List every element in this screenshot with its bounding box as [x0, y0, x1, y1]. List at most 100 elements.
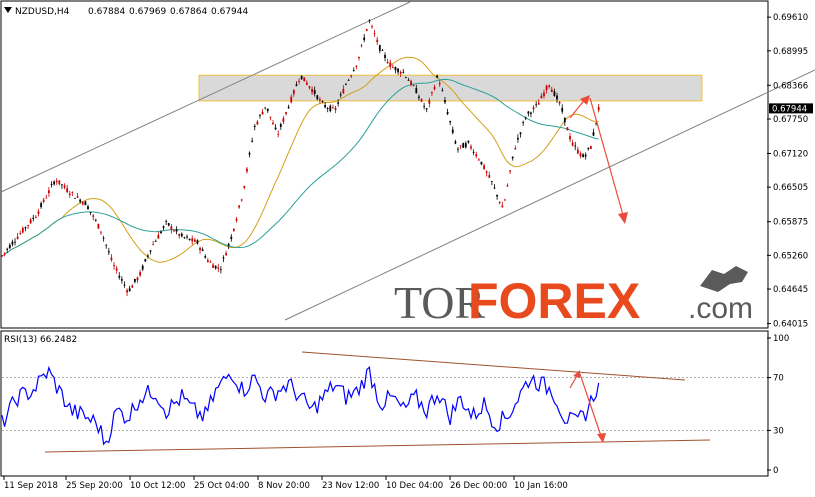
candle-body: [188, 238, 191, 241]
candle-body: [397, 68, 399, 73]
forecast-arrow-down: [589, 97, 624, 216]
candle-body: [490, 181, 493, 183]
candle-body: [574, 145, 577, 147]
candle-body: [170, 226, 173, 230]
candle-body: [373, 33, 376, 35]
candle-body: [321, 101, 324, 103]
candle-body: [16, 236, 19, 239]
candle-body: [32, 217, 35, 219]
candle-body: [42, 199, 45, 202]
ohlc-high: 0.67969: [129, 7, 166, 17]
candle-body: [14, 241, 16, 243]
time-tick-label: 25 Oct 04:00: [194, 481, 249, 491]
candle-body: [233, 228, 235, 231]
candle-body: [303, 77, 306, 82]
candle-body: [352, 70, 355, 72]
candle-body: [556, 95, 558, 100]
candle-body: [94, 219, 97, 221]
candle-body: [217, 267, 220, 269]
time-tick-label: 25 Sep 20:00: [66, 481, 123, 491]
candle-body: [295, 84, 298, 86]
candle-body: [381, 49, 384, 51]
rsi-forecast-arrows: [569, 370, 606, 443]
candle-body: [517, 137, 519, 140]
candle-body: [597, 107, 600, 111]
candle-body: [175, 229, 178, 232]
candle-body: [540, 95, 543, 99]
candle-body: [183, 237, 186, 239]
candle-body: [571, 142, 574, 146]
candle-body: [566, 127, 569, 131]
rsi-arrow-down: [579, 373, 602, 437]
candle-body: [488, 175, 491, 178]
time-axis: 11 Sep 2018 25 Sep 20:00 10 Oct 12:00 25 Oc…: [3, 476, 568, 491]
watermark-com: .com: [688, 292, 753, 325]
candle-body: [251, 140, 254, 142]
candle-body: [470, 146, 472, 149]
candle-body: [290, 96, 293, 103]
candle-body: [420, 99, 423, 102]
symbol-name: NZDUSD,H4: [15, 7, 70, 17]
candle-body: [532, 107, 535, 110]
candle-body: [332, 107, 334, 109]
rsi-arrowhead-down: [597, 433, 606, 443]
candle-body: [19, 233, 22, 234]
candle-body: [459, 145, 462, 147]
candle-body: [120, 279, 123, 281]
candle-body: [402, 71, 405, 73]
price-axis: 0.69610 0.68995 0.68366 0.67750 0.67120 0.665…: [767, 13, 808, 330]
candle-body: [126, 290, 128, 293]
candle-body: [464, 143, 467, 148]
candle-body: [246, 168, 248, 172]
candle-body: [259, 114, 261, 116]
candle-body: [152, 244, 155, 246]
candle-body: [576, 149, 579, 154]
candle-body: [55, 180, 58, 183]
candle-body: [230, 236, 233, 240]
candle-body: [444, 100, 446, 103]
candle-body: [558, 102, 561, 104]
candle-body: [376, 39, 379, 43]
candle-body: [191, 238, 194, 242]
candle-body: [316, 95, 319, 100]
candle-body: [178, 234, 181, 236]
candle-body: [548, 85, 551, 87]
candle-body: [264, 107, 267, 109]
candle-body: [196, 240, 199, 244]
candle-body: [162, 226, 165, 228]
candle-body: [50, 183, 53, 185]
channel-upper-line: [0, 1, 411, 193]
rsi-trend-upper: [301, 351, 686, 381]
rsi-axis: 100 70 30 0: [767, 334, 789, 476]
candle-body: [227, 243, 230, 246]
candle-body: [524, 117, 527, 119]
candle-body: [139, 272, 142, 276]
watermark-logo: TOR FOREX .com: [394, 266, 753, 329]
candle-body: [266, 108, 269, 112]
candle-body: [131, 285, 134, 288]
candle-body: [535, 104, 538, 106]
price-forecast-arrows: [569, 95, 628, 224]
candle-body: [530, 112, 532, 114]
ohlc-low: 0.67864: [170, 7, 207, 17]
candle-body: [141, 265, 144, 270]
candle-body: [446, 112, 449, 115]
candle-body: [337, 102, 340, 104]
candle-body: [71, 192, 74, 193]
candle-body: [45, 197, 48, 199]
candle-body: [350, 75, 353, 77]
candle-body: [74, 198, 76, 199]
price-tick-label: 0.68995: [773, 47, 808, 57]
candle-body: [441, 90, 444, 92]
candle-body: [149, 250, 152, 252]
candle-body: [305, 82, 308, 85]
candle-body: [287, 106, 290, 108]
candle-body: [102, 237, 105, 239]
channel-lower-line: [284, 69, 815, 321]
candle-body: [243, 186, 246, 188]
candle-body: [238, 205, 241, 208]
ma-slow-line: [1, 78, 599, 257]
candle-body: [133, 278, 136, 282]
candle-body: [282, 118, 285, 122]
candle-body: [253, 125, 256, 127]
